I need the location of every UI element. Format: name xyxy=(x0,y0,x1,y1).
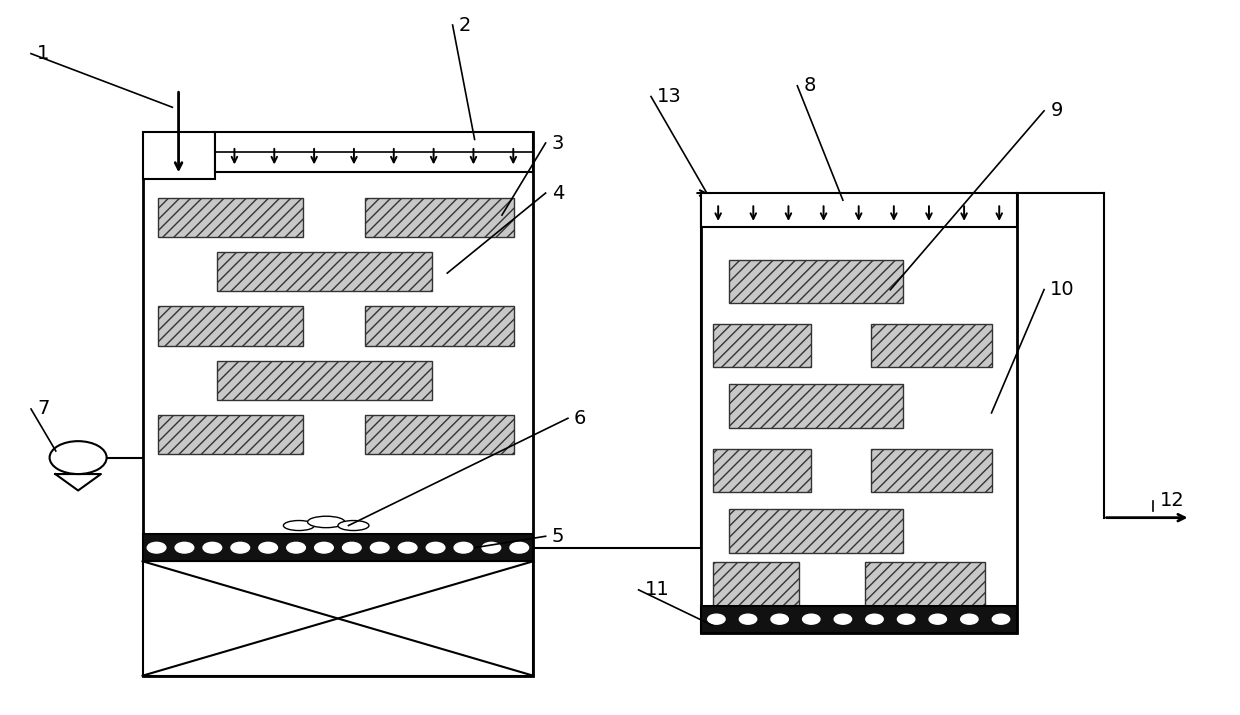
Circle shape xyxy=(866,614,883,624)
Bar xyxy=(366,415,513,454)
Bar xyxy=(701,193,1017,227)
Bar xyxy=(701,193,1017,633)
Text: 2: 2 xyxy=(459,16,471,34)
Circle shape xyxy=(771,614,789,624)
Bar xyxy=(701,606,1017,633)
Bar xyxy=(217,252,432,291)
Text: 6: 6 xyxy=(574,409,587,428)
Bar xyxy=(143,534,533,561)
Circle shape xyxy=(259,542,278,553)
Bar xyxy=(143,561,533,676)
Text: 12: 12 xyxy=(1159,491,1184,510)
Circle shape xyxy=(148,542,166,553)
Bar xyxy=(143,132,533,676)
Ellipse shape xyxy=(339,521,370,531)
Text: 9: 9 xyxy=(1050,102,1063,120)
Text: 10: 10 xyxy=(1050,280,1075,299)
Circle shape xyxy=(929,614,946,624)
Text: 11: 11 xyxy=(645,581,670,599)
Circle shape xyxy=(231,542,249,553)
Text: 3: 3 xyxy=(552,134,564,152)
Ellipse shape xyxy=(308,516,345,528)
Bar xyxy=(366,198,513,237)
Text: 4: 4 xyxy=(552,184,564,202)
Circle shape xyxy=(175,542,193,553)
Circle shape xyxy=(802,614,820,624)
Bar xyxy=(713,448,811,492)
Circle shape xyxy=(398,542,417,553)
Circle shape xyxy=(739,614,756,624)
Circle shape xyxy=(203,542,222,553)
Bar xyxy=(143,132,215,179)
Bar xyxy=(159,198,303,237)
Circle shape xyxy=(427,542,445,553)
Ellipse shape xyxy=(284,521,315,531)
Circle shape xyxy=(708,614,725,624)
Text: 5: 5 xyxy=(552,527,564,546)
Bar xyxy=(713,324,811,368)
Bar xyxy=(159,307,303,345)
Text: 13: 13 xyxy=(657,87,682,106)
Circle shape xyxy=(371,542,389,553)
Circle shape xyxy=(898,614,915,624)
Bar xyxy=(159,415,303,454)
Circle shape xyxy=(342,542,361,553)
Circle shape xyxy=(482,542,501,553)
Bar xyxy=(729,509,903,553)
Bar xyxy=(729,385,903,428)
Circle shape xyxy=(315,542,334,553)
Circle shape xyxy=(961,614,978,624)
Circle shape xyxy=(992,614,1009,624)
Bar xyxy=(713,562,799,606)
Text: 8: 8 xyxy=(804,77,816,95)
Bar xyxy=(366,307,513,345)
Text: 1: 1 xyxy=(37,44,50,63)
Bar xyxy=(872,324,992,368)
Circle shape xyxy=(835,614,852,624)
Circle shape xyxy=(510,542,528,553)
Bar xyxy=(215,132,533,172)
Text: 7: 7 xyxy=(37,400,50,418)
Bar xyxy=(872,448,992,492)
Circle shape xyxy=(286,542,305,553)
Bar xyxy=(217,361,432,400)
Bar xyxy=(866,562,985,606)
Circle shape xyxy=(454,542,472,553)
Bar xyxy=(729,260,903,303)
